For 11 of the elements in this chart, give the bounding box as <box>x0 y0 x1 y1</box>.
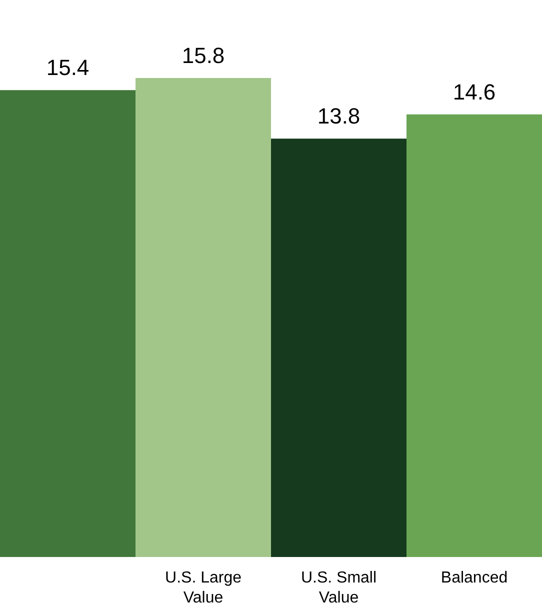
bar <box>136 78 271 557</box>
x-tick-label: Balanced <box>440 570 508 586</box>
x-tick-label: U.S. Large Value <box>165 570 242 606</box>
data-label: 13.8 <box>317 104 360 129</box>
data-label: 14.6 <box>452 79 496 104</box>
x-tick-label: U.S. Small Value <box>300 570 377 606</box>
data-label: 15.4 <box>46 55 90 80</box>
data-label: 15.8 <box>182 43 225 68</box>
bar <box>0 90 136 557</box>
bar <box>406 114 542 557</box>
bar <box>271 138 406 557</box>
